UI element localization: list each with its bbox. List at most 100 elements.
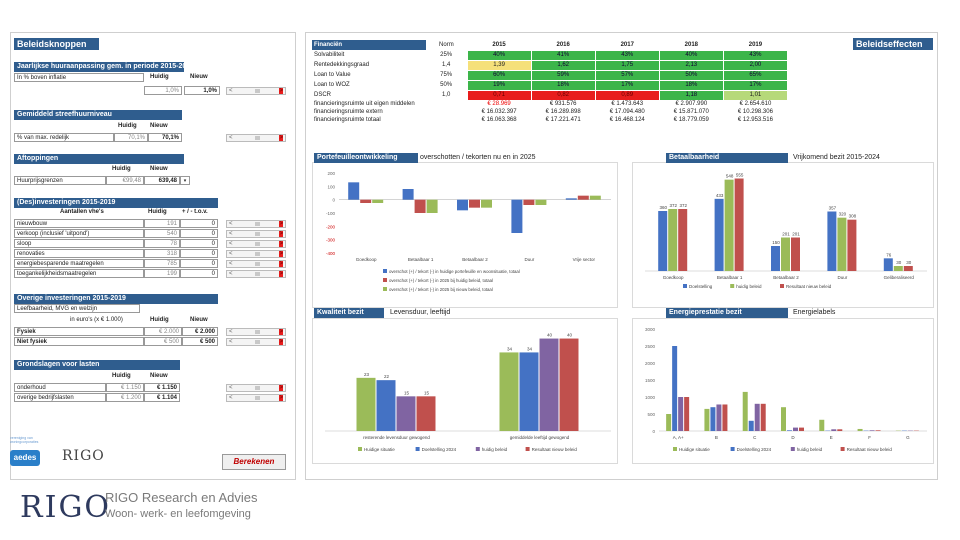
arrow-left-icon[interactable]: < — [229, 395, 233, 401]
desinv-row-huidig: 785 — [144, 259, 180, 268]
arrow-right-icon[interactable]: > — [279, 135, 283, 141]
arrow-left-icon[interactable]: < — [229, 261, 233, 267]
streefhuur-col-huidig: Huidig — [118, 123, 137, 129]
berekenen-button[interactable]: Berekenen — [222, 454, 286, 470]
streefhuur-nieuw-input[interactable]: 70,1% — [148, 133, 182, 142]
arrow-left-icon[interactable]: < — [229, 135, 233, 141]
arrow-left-icon[interactable]: < — [229, 271, 233, 277]
aftoppingen-nieuw-select[interactable]: 639,48 — [144, 176, 180, 185]
arrow-right-icon[interactable]: > — [279, 221, 283, 227]
value-slider[interactable]: < > — [226, 230, 286, 238]
data-label: 23 — [364, 372, 370, 377]
beleidsknoppen-title: Beleidsknoppen — [14, 38, 99, 50]
overig-row-nieuw-input[interactable]: € 500 — [182, 337, 218, 346]
bar — [710, 407, 716, 431]
arrow-right-icon[interactable]: > — [279, 261, 283, 267]
financien-value: 18% — [530, 79, 596, 91]
bar — [535, 199, 547, 205]
arrow-right-icon[interactable]: > — [279, 88, 283, 94]
huuraanpassing-nieuw-input[interactable]: 1,0% — [184, 86, 220, 95]
arrow-left-icon[interactable]: < — [229, 231, 233, 237]
value-slider[interactable]: < > — [226, 260, 286, 268]
financien-row-norm: 50% — [440, 82, 453, 88]
arrow-left-icon[interactable]: < — [229, 221, 233, 227]
desinv-row-delta-input[interactable]: 0 — [180, 249, 218, 258]
bar — [754, 403, 760, 431]
year-header: 2015 — [492, 41, 506, 48]
y-tick-label: 100 — [327, 184, 335, 189]
overig-row-label: Fysiek — [14, 327, 144, 336]
streefhuur-slider[interactable]: < > — [226, 134, 286, 142]
data-label: 320 — [839, 212, 847, 217]
x-tick-label: Betaalbaar 2 — [773, 275, 799, 280]
chevron-down-icon[interactable]: ▾ — [180, 176, 190, 185]
financieringsruimte-value: € 17.221.471 — [545, 117, 581, 123]
bar — [426, 199, 438, 213]
arrow-left-icon[interactable]: < — [229, 251, 233, 257]
huuraanpassing-slider[interactable]: < > — [226, 87, 286, 95]
x-tick-label: D — [791, 435, 795, 440]
value-slider[interactable]: < > — [226, 240, 286, 248]
value-slider[interactable]: < > — [226, 338, 286, 346]
bar — [678, 397, 684, 431]
arrow-right-icon[interactable]: > — [279, 271, 283, 277]
financien-value: 18% — [658, 79, 724, 91]
arrow-left-icon[interactable]: < — [229, 241, 233, 247]
legend-entry: Resultaat nieuw beleid — [532, 447, 578, 452]
financien-value: 1,01 — [722, 89, 789, 101]
data-label: 201 — [782, 232, 790, 237]
data-label: 15 — [424, 390, 430, 395]
desinv-row-delta-input[interactable]: 0 — [180, 219, 218, 228]
x-tick-label: Duur — [838, 275, 848, 280]
grond-row-nieuw-input[interactable]: € 1.104 — [144, 393, 180, 402]
financien-row: Rentedekkingsgraad 1,4 1,39 1,62 1,75 2,13 2,0… — [312, 59, 789, 71]
x-tick-label: A, A+ — [673, 435, 684, 440]
arrow-left-icon[interactable]: < — [229, 385, 233, 391]
arrow-right-icon[interactable]: > — [279, 241, 283, 247]
x-tick-label: Betaalbaar 2 — [462, 257, 488, 262]
bar — [760, 403, 766, 431]
desinv-row-delta-input[interactable]: 0 — [180, 229, 218, 238]
data-label: 30 — [896, 260, 902, 265]
arrow-right-icon[interactable]: > — [279, 339, 283, 345]
legend-swatch — [780, 284, 784, 288]
arrow-left-icon[interactable]: < — [229, 329, 233, 335]
legend-entry: huidig beleid — [797, 447, 823, 452]
value-slider[interactable]: < > — [226, 220, 286, 228]
desinv-row-delta-input[interactable]: 0 — [180, 269, 218, 278]
desinv-row-delta-input[interactable]: 0 — [180, 259, 218, 268]
bar — [857, 428, 863, 431]
aftoppingen-label: Huurprijsgrenzen — [14, 176, 106, 185]
y-tick-label: -400 — [326, 251, 336, 256]
arrow-right-icon[interactable]: > — [279, 231, 283, 237]
arrow-right-icon[interactable]: > — [279, 329, 283, 335]
value-slider[interactable]: < > — [226, 384, 286, 392]
legend-entry: Doelstelling 2024 — [422, 447, 457, 452]
arrow-left-icon[interactable]: < — [229, 339, 233, 345]
arrow-right-icon[interactable]: > — [279, 385, 283, 391]
huuraanpassing-col-huidig: Huidig — [150, 74, 169, 80]
desinv-row-delta-input[interactable]: 0 — [180, 239, 218, 248]
data-label: 357 — [829, 206, 837, 211]
financieringsruimte-value: € 17.094.480 — [609, 109, 645, 115]
value-slider[interactable]: < > — [226, 270, 286, 278]
value-slider[interactable]: < > — [226, 328, 286, 336]
x-tick-label: Geliberaliseerd — [884, 275, 915, 280]
value-slider[interactable]: < > — [226, 394, 286, 402]
value-slider[interactable]: < > — [226, 250, 286, 258]
bar — [678, 209, 688, 271]
year-header: 2018 — [684, 41, 698, 48]
arrow-left-icon[interactable]: < — [229, 88, 233, 94]
arrow-right-icon[interactable]: > — [279, 395, 283, 401]
overig-row-nieuw-input[interactable]: € 2.000 — [182, 327, 218, 336]
bar — [481, 199, 492, 208]
grond-row-nieuw-input[interactable]: € 1.150 — [144, 383, 180, 392]
arrow-right-icon[interactable]: > — [279, 251, 283, 257]
bar — [748, 420, 754, 431]
desinv-row-label: sloop — [14, 239, 144, 248]
bar — [837, 217, 847, 271]
kwaliteit-header: Kwaliteit bezit — [314, 308, 384, 318]
financieringsruimte-value: € 28.969 — [487, 101, 511, 108]
y-tick-label: 1500 — [645, 378, 656, 383]
financien-value: 40% — [466, 49, 532, 61]
